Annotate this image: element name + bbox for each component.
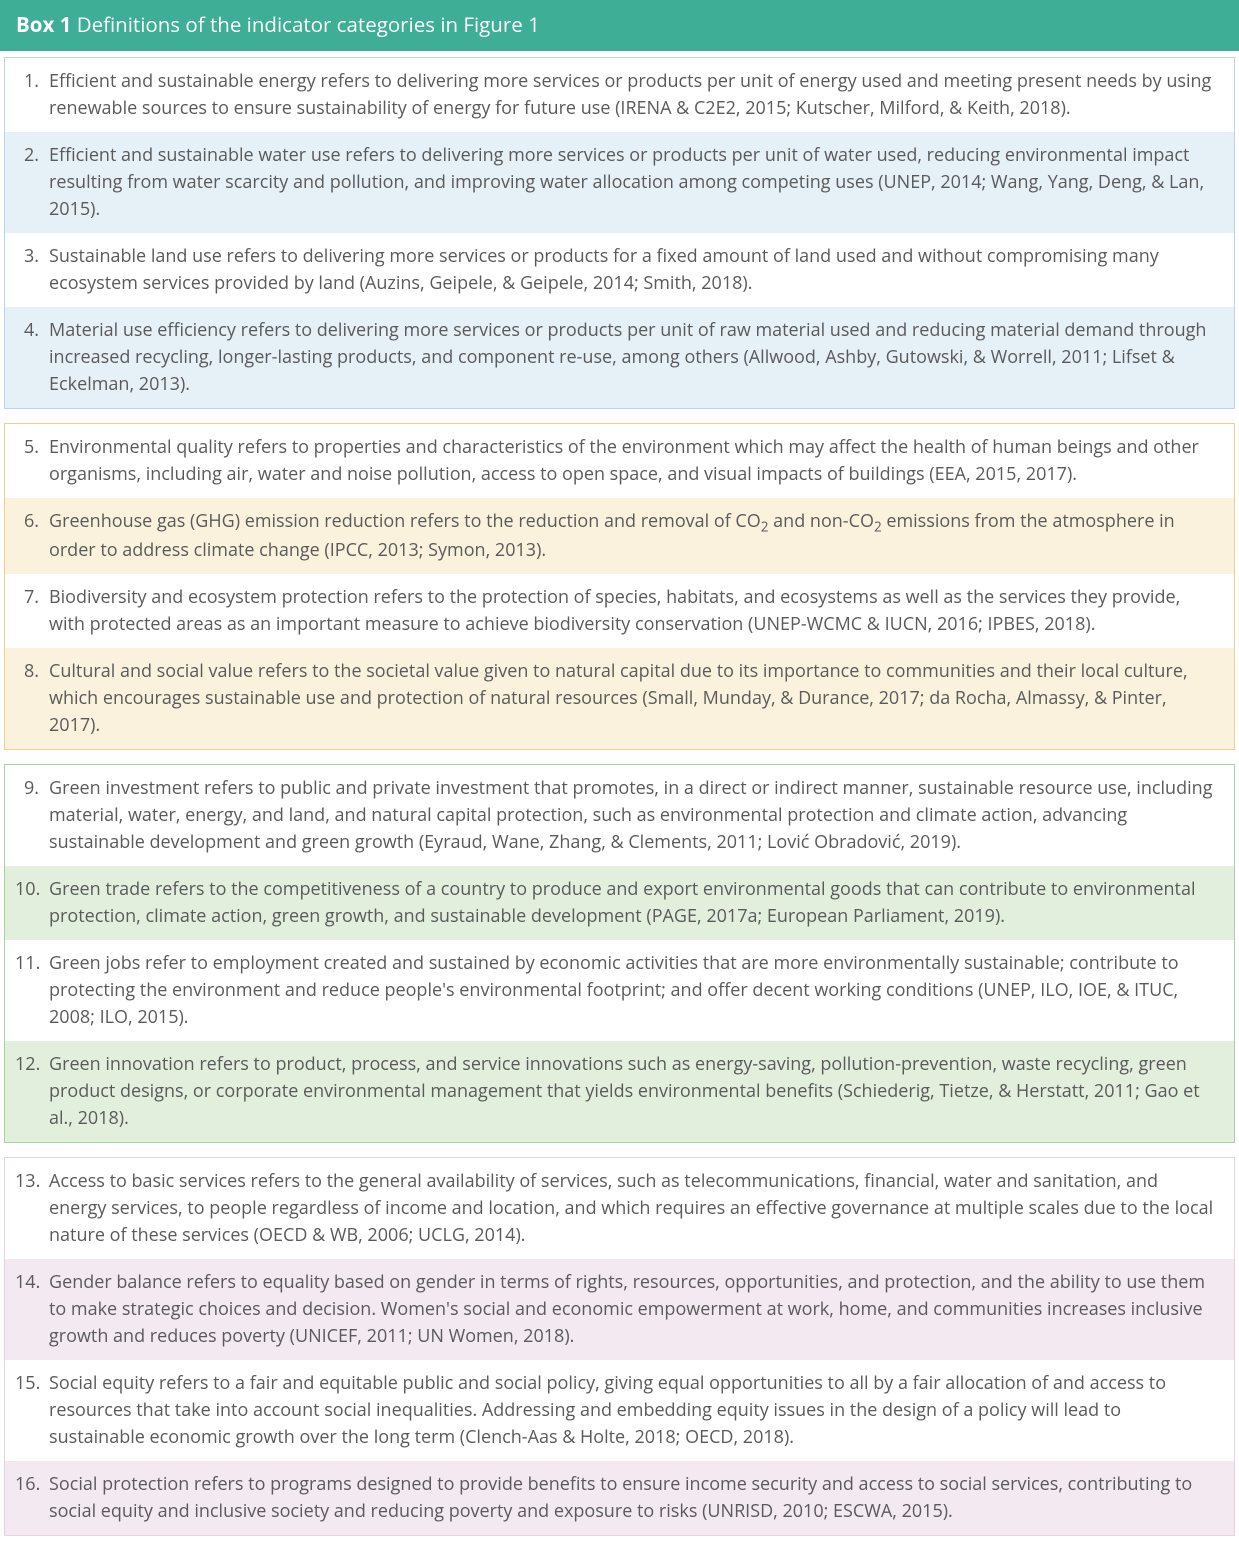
definition-item: 10.Green trade refers to the competitive… (5, 866, 1234, 940)
item-number: 6. (15, 508, 49, 564)
item-number: 5. (15, 434, 49, 488)
item-number: 1. (15, 68, 49, 122)
definition-group: 9.Green investment refers to public and … (4, 764, 1235, 1143)
item-number: 9. (15, 775, 49, 856)
box-label: Box 1 (16, 11, 71, 39)
definition-item: 7.Biodiversity and ecosystem protection … (5, 574, 1234, 648)
item-text: Environmental quality refers to properti… (49, 434, 1218, 488)
item-text: Green innovation refers to product, proc… (49, 1051, 1218, 1132)
item-text: Material use efficiency refers to delive… (49, 317, 1218, 398)
item-number: 4. (15, 317, 49, 398)
item-text: Cultural and social value refers to the … (49, 658, 1218, 739)
item-number: 3. (15, 243, 49, 297)
definition-item: 4.Material use efficiency refers to deli… (5, 307, 1234, 408)
item-text: Efficient and sustainable water use refe… (49, 142, 1218, 223)
item-text: Green trade refers to the competitivenes… (49, 876, 1218, 930)
item-number: 11. (15, 950, 49, 1031)
item-text: Sustainable land use refers to deliverin… (49, 243, 1218, 297)
definition-item: 11.Green jobs refer to employment create… (5, 940, 1234, 1041)
definition-item: 6.Greenhouse gas (GHG) emission reductio… (5, 498, 1234, 574)
definition-item: 13.Access to basic services refers to th… (5, 1158, 1234, 1259)
box-header: Box 1 Definitions of the indicator categ… (0, 0, 1239, 51)
item-number: 15. (15, 1370, 49, 1451)
definition-item: 14.Gender balance refers to equality bas… (5, 1259, 1234, 1360)
definition-item: 16.Social protection refers to programs … (5, 1461, 1234, 1535)
definition-item: 9.Green investment refers to public and … (5, 765, 1234, 866)
item-number: 12. (15, 1051, 49, 1132)
item-text: Greenhouse gas (GHG) emission reduction … (49, 508, 1218, 564)
definitions-container: 1.Efficient and sustainable energy refer… (0, 57, 1239, 1536)
item-number: 14. (15, 1269, 49, 1350)
definition-group: 5.Environmental quality refers to proper… (4, 423, 1235, 750)
definition-item: 8.Cultural and social value refers to th… (5, 648, 1234, 749)
item-text: Efficient and sustainable energy refers … (49, 68, 1218, 122)
item-text: Green jobs refer to employment created a… (49, 950, 1218, 1031)
definition-item: 15.Social equity refers to a fair and eq… (5, 1360, 1234, 1461)
definition-item: 5.Environmental quality refers to proper… (5, 424, 1234, 498)
item-number: 16. (15, 1471, 49, 1525)
item-number: 7. (15, 584, 49, 638)
item-number: 10. (15, 876, 49, 930)
item-text: Access to basic services refers to the g… (49, 1168, 1218, 1249)
definition-item: 2.Efficient and sustainable water use re… (5, 132, 1234, 233)
box-title: Definitions of the indicator categories … (71, 11, 539, 39)
item-text: Social protection refers to programs des… (49, 1471, 1218, 1525)
definition-group: 13.Access to basic services refers to th… (4, 1157, 1235, 1536)
definition-item: 12.Green innovation refers to product, p… (5, 1041, 1234, 1142)
item-text: Gender balance refers to equality based … (49, 1269, 1218, 1350)
item-number: 2. (15, 142, 49, 223)
item-text: Green investment refers to public and pr… (49, 775, 1218, 856)
definition-group: 1.Efficient and sustainable energy refer… (4, 57, 1235, 409)
item-text: Social equity refers to a fair and equit… (49, 1370, 1218, 1451)
item-text: Biodiversity and ecosystem protection re… (49, 584, 1218, 638)
item-number: 8. (15, 658, 49, 739)
definition-item: 3.Sustainable land use refers to deliver… (5, 233, 1234, 307)
item-number: 13. (15, 1168, 49, 1249)
definition-item: 1.Efficient and sustainable energy refer… (5, 58, 1234, 132)
